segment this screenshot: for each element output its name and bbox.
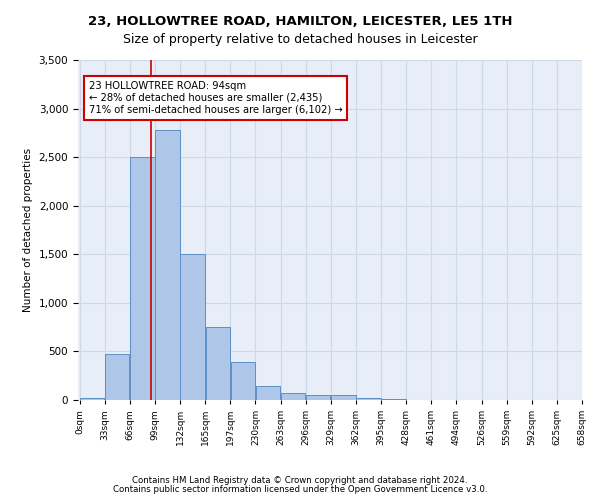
Bar [230,362,255,400]
Bar [382,399,406,400]
Bar [130,157,155,400]
Bar [181,254,205,400]
Bar [281,392,305,400]
Bar [206,327,230,400]
Bar [105,354,130,400]
Bar [306,394,331,400]
Y-axis label: Number of detached properties: Number of detached properties [23,148,33,312]
Bar [155,130,179,400]
Bar [331,394,356,400]
Text: Contains HM Land Registry data © Crown copyright and database right 2024.: Contains HM Land Registry data © Crown c… [132,476,468,485]
Text: Size of property relative to detached houses in Leicester: Size of property relative to detached ho… [122,32,478,46]
Text: Contains public sector information licensed under the Open Government Licence v3: Contains public sector information licen… [113,485,487,494]
Text: 23 HOLLOWTREE ROAD: 94sqm
← 28% of detached houses are smaller (2,435)
71% of se: 23 HOLLOWTREE ROAD: 94sqm ← 28% of detac… [89,82,343,114]
Bar [256,386,280,400]
Bar [356,398,380,400]
Bar [80,398,104,400]
Text: 23, HOLLOWTREE ROAD, HAMILTON, LEICESTER, LE5 1TH: 23, HOLLOWTREE ROAD, HAMILTON, LEICESTER… [88,15,512,28]
